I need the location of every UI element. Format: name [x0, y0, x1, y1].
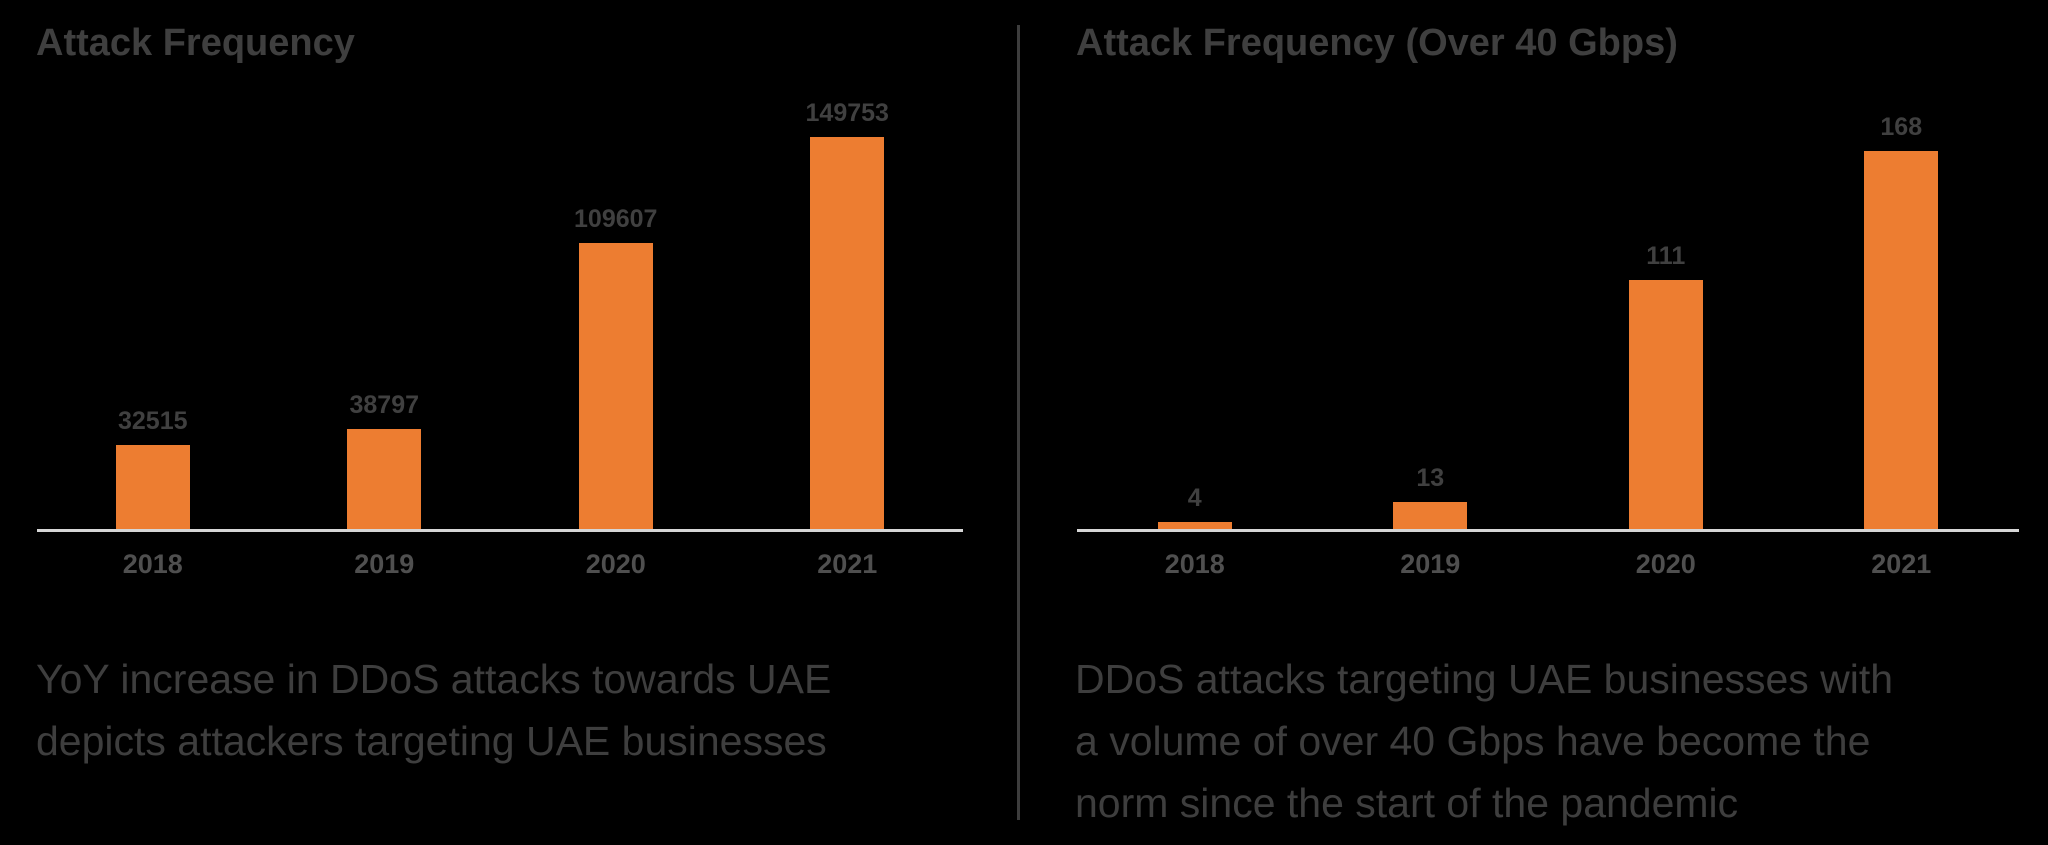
x-axis-label: 2018 — [1164, 549, 1225, 579]
bar-value-label: 111 — [1646, 242, 1686, 270]
bar-value-label: 38797 — [349, 391, 420, 419]
caption-line: depicts attackers targeting UAE business… — [36, 718, 827, 764]
chart-title: Attack Frequency (Over 40 Gbps) — [1076, 22, 1678, 64]
bar — [810, 137, 885, 531]
bar-value-label: 4 — [1187, 484, 1202, 512]
x-axis-labels: 2018 2019 2020 2021 — [37, 549, 963, 580]
x-axis-label: 2020 — [585, 549, 646, 579]
chart-panel-attack-frequency-over-40gbps: Attack Frequency (Over 40 Gbps) 4 13 111 16… — [1021, 0, 2048, 845]
bar-chart-attack-frequency: 32515 38797 109607 149753 — [37, 71, 963, 531]
chart-caption: YoY increase in DDoS attacks towards UAE… — [36, 648, 831, 772]
x-axis-label: 2019 — [354, 549, 415, 579]
bar-slot: 13 — [1313, 73, 1549, 531]
caption-line: DDoS attacks targeting UAE businesses wi… — [1075, 656, 1894, 702]
bar-value-label: 168 — [1880, 113, 1923, 141]
x-axis-label: 2021 — [1871, 549, 1932, 579]
bar-slot: 38797 — [269, 71, 501, 531]
caption-line: norm since the start of the pandemic — [1075, 780, 1739, 826]
bar — [347, 429, 422, 531]
x-axis-line — [37, 529, 963, 532]
bar-chart-attack-frequency-over-40gbps: 4 13 111 168 — [1077, 73, 2019, 531]
x-axis-label: 2019 — [1400, 549, 1461, 579]
bar — [115, 445, 190, 531]
bar — [1628, 280, 1703, 531]
chart-title: Attack Frequency — [36, 22, 355, 64]
caption-line: a volume of over 40 Gbps have become the — [1075, 718, 1871, 764]
vertical-divider — [1017, 25, 1020, 820]
bar-value-label: 13 — [1416, 464, 1445, 492]
x-axis-labels: 2018 2019 2020 2021 — [1077, 549, 2019, 580]
bar-slot: 111 — [1548, 73, 1784, 531]
x-axis-label: 2018 — [122, 549, 183, 579]
chart-panel-attack-frequency: Attack Frequency 32515 38797 109607 149753 … — [0, 0, 1019, 845]
bar-slot: 109607 — [500, 71, 732, 531]
bar-value-label: 32515 — [117, 407, 188, 435]
chart-caption: DDoS attacks targeting UAE businesses wi… — [1075, 648, 1893, 834]
bar-slot: 4 — [1077, 73, 1313, 531]
bar — [1157, 522, 1232, 531]
bar — [1864, 151, 1939, 531]
bar — [1393, 502, 1468, 531]
bar-slot: 149753 — [732, 71, 964, 531]
caption-line: YoY increase in DDoS attacks towards UAE — [36, 656, 832, 702]
bar-value-label: 149753 — [805, 99, 889, 127]
bar-slot: 168 — [1784, 73, 2020, 531]
bar-value-label: 109607 — [574, 205, 658, 233]
bar-slot: 32515 — [37, 71, 269, 531]
x-axis-label: 2020 — [1635, 549, 1696, 579]
bar — [578, 243, 653, 531]
x-axis-label: 2021 — [817, 549, 878, 579]
x-axis-line — [1077, 529, 2019, 532]
